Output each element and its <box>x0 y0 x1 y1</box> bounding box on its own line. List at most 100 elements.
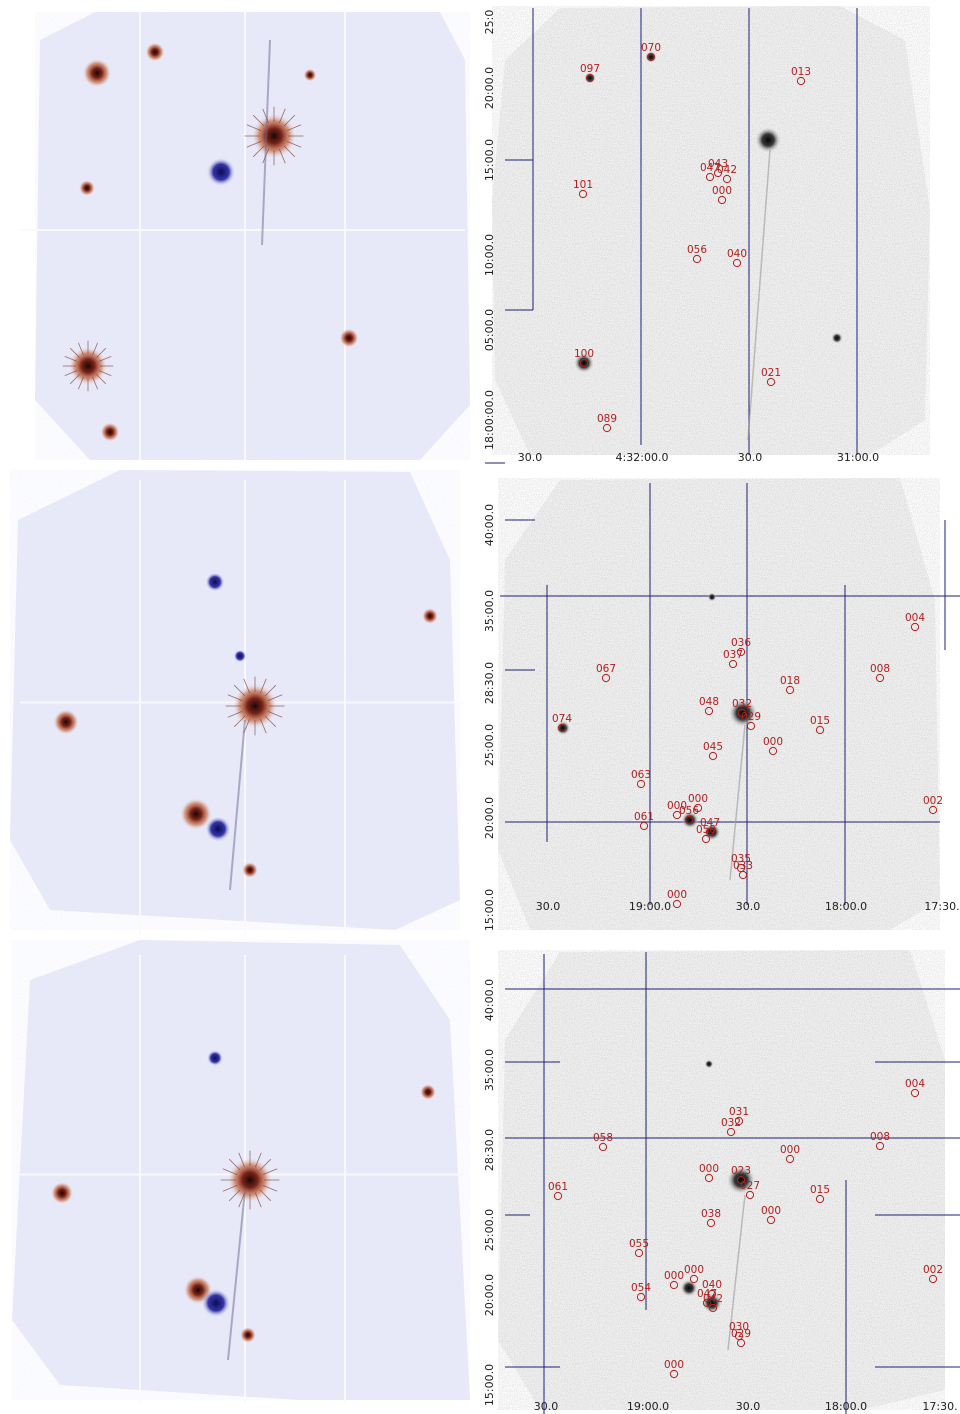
psf-spike <box>252 145 265 158</box>
xray-source <box>681 811 699 829</box>
psf-spike <box>64 355 78 362</box>
source-circle <box>601 673 611 683</box>
source-circle <box>746 721 756 731</box>
psf-spike <box>259 678 267 694</box>
source-id-label: 029 <box>741 711 761 723</box>
source-id-label: 035 <box>731 853 751 865</box>
bright-source <box>82 58 112 88</box>
ra-tick-label: 30.0 <box>536 900 561 913</box>
right-field-noise <box>498 950 945 1410</box>
dec-tick-label: 35:00.0 <box>483 590 496 632</box>
ra-tick-label: 19:00.0 <box>627 1400 669 1413</box>
xray-source <box>555 720 571 736</box>
source-circle <box>702 1298 712 1308</box>
source-circle <box>705 827 715 837</box>
source-id-label: 031 <box>729 1106 749 1118</box>
source-id-label: 030 <box>729 1321 749 1333</box>
source-id-label: 045 <box>703 741 723 753</box>
source-circle <box>726 1127 736 1137</box>
readout-streak <box>261 39 271 246</box>
source-circle <box>689 1274 699 1284</box>
source-id-label: 008 <box>870 1131 890 1143</box>
psf-spike <box>64 370 78 377</box>
source-circle <box>875 673 885 683</box>
psf-spike <box>238 1152 246 1168</box>
source-circle <box>736 1175 746 1185</box>
dec-tick-label: 15:00.0 <box>483 1364 496 1406</box>
psf-spike <box>259 718 267 734</box>
source-id-label: 000 <box>684 1264 704 1276</box>
dec-tick-label: 20:00.0 <box>483 67 496 109</box>
psf-spike <box>243 678 251 694</box>
dec-tick-label: 25:0 <box>483 10 496 35</box>
source-circle <box>705 172 715 182</box>
bright-source <box>303 68 317 82</box>
right-field-noise <box>498 478 940 930</box>
blue-source <box>205 816 231 842</box>
source-circle <box>553 1191 563 1201</box>
source-id-label: 047 <box>697 1288 717 1300</box>
source-circle <box>713 168 723 178</box>
psf-spike <box>267 694 283 702</box>
bright-source <box>240 1327 256 1343</box>
source-circle <box>706 1218 716 1228</box>
right-image-panel-middle <box>498 478 940 930</box>
source-circle <box>704 706 714 716</box>
bright-source <box>242 862 258 878</box>
source-id-label: 000 <box>688 793 708 805</box>
source-circle <box>557 723 567 733</box>
source-circle <box>636 1292 646 1302</box>
source-circle <box>693 803 703 813</box>
bright-source <box>53 709 79 735</box>
source-id-label: 101 <box>573 179 593 191</box>
source-circle <box>766 377 776 387</box>
psf-spike <box>96 374 107 385</box>
ra-tick-label: 31:00.0 <box>837 451 879 464</box>
source-id-label: 037 <box>723 649 743 661</box>
source-circle <box>928 805 938 815</box>
ra-tick-label: 30.0 <box>736 900 761 913</box>
psf-spike <box>259 1189 272 1202</box>
source-circle <box>636 779 646 789</box>
xray-source <box>645 51 657 63</box>
psf-spike <box>246 140 262 148</box>
source-id-label: 067 <box>596 663 616 675</box>
source-id-label: 058 <box>593 1132 613 1144</box>
source-id-label: 063 <box>631 769 651 781</box>
source-id-label: 000 <box>780 1144 800 1156</box>
source-circle <box>717 195 727 205</box>
source-id-label: 000 <box>664 1359 684 1371</box>
source-circle <box>785 685 795 695</box>
source-circle <box>672 810 682 820</box>
source-id-label: 032 <box>732 698 752 710</box>
psf-spike <box>98 355 112 362</box>
source-id-label: 042 <box>717 164 737 176</box>
source-circle <box>707 1289 717 1299</box>
psf-spike <box>92 342 99 356</box>
source-id-label: 040 <box>727 248 747 260</box>
xray-source <box>831 332 843 344</box>
dec-tick-label: 35:00.0 <box>483 1049 496 1091</box>
source-id-label: 004 <box>905 612 925 624</box>
source-id-label: 002 <box>923 1264 943 1276</box>
dec-tick-label: 05:00.0 <box>483 309 496 351</box>
source-id-label: 061 <box>548 1181 568 1193</box>
ra-tick-label: 30.0 <box>518 451 543 464</box>
source-circle <box>672 899 682 909</box>
source-circle <box>766 1215 776 1225</box>
psf-spike <box>267 710 283 718</box>
source-id-label: 000 <box>761 1205 781 1217</box>
blue-source <box>206 157 236 187</box>
source-id-label: 047 <box>700 162 720 174</box>
source-id-label: 070 <box>641 42 661 54</box>
source-circle <box>722 174 732 184</box>
source-circle <box>736 1338 746 1348</box>
source-circle <box>634 1248 644 1258</box>
source-id-label: 097 <box>580 63 600 75</box>
psf-spike <box>228 1189 241 1202</box>
psf-spike <box>227 694 243 702</box>
dec-tick-label: 15:00.0 <box>483 139 496 181</box>
source-id-label: 015 <box>810 715 830 727</box>
